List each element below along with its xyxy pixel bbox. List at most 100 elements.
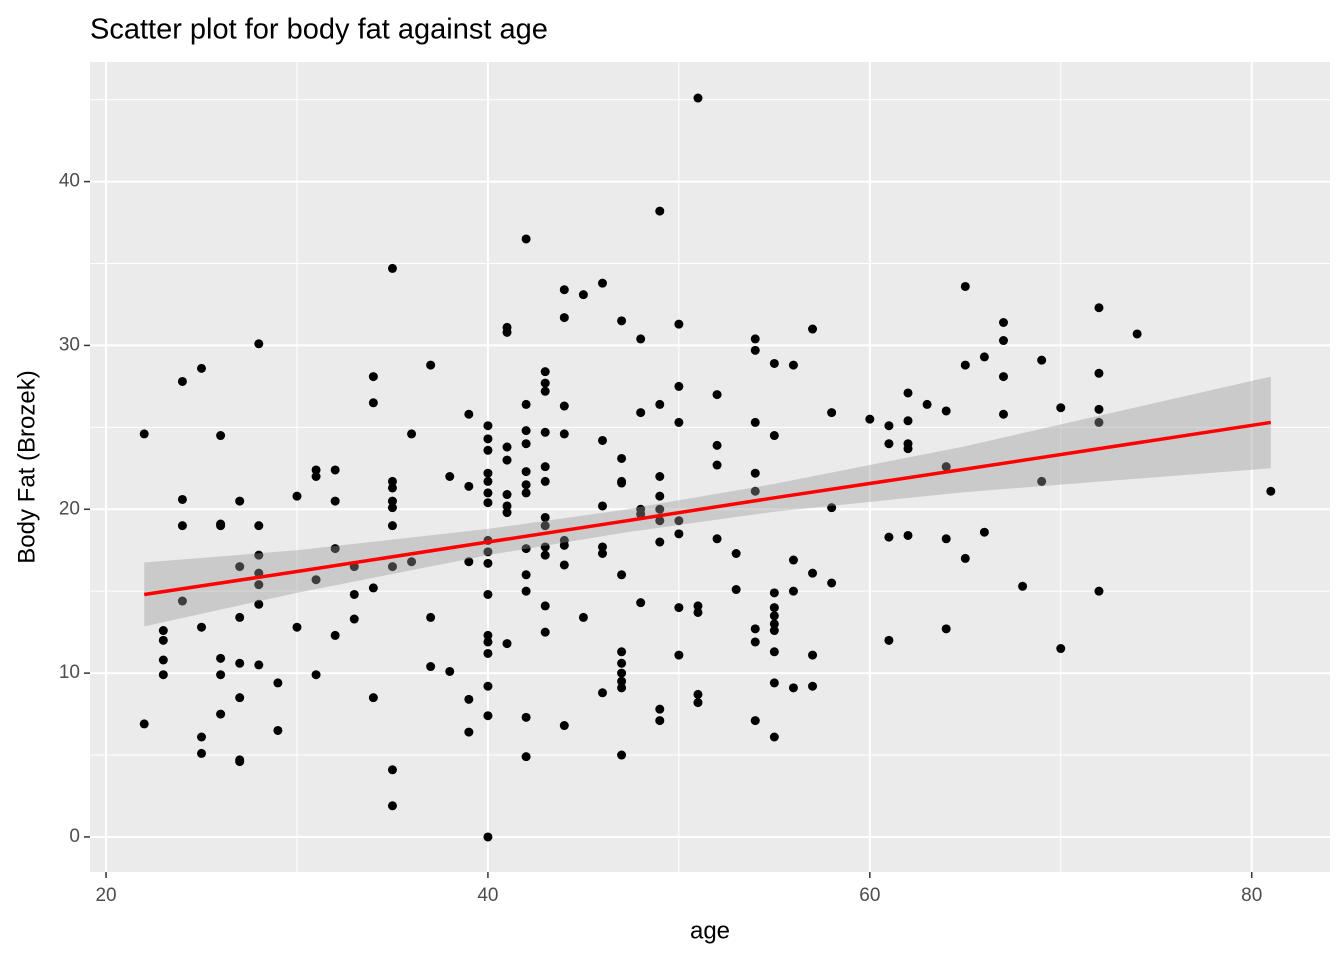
point — [979, 527, 989, 537]
y-tick-label: 30 — [59, 334, 80, 355]
point — [139, 429, 149, 439]
point — [387, 263, 397, 273]
point — [521, 570, 531, 580]
point — [483, 637, 493, 647]
point — [292, 622, 302, 632]
point — [483, 648, 493, 658]
point — [387, 801, 397, 811]
point — [483, 488, 493, 498]
point — [502, 442, 512, 452]
point — [387, 496, 397, 506]
point — [216, 670, 226, 680]
point — [597, 278, 607, 288]
point — [655, 704, 665, 714]
point — [941, 624, 951, 634]
point — [235, 612, 245, 622]
point — [540, 542, 550, 552]
point — [407, 557, 417, 567]
point — [139, 719, 149, 729]
point — [483, 421, 493, 431]
point — [941, 406, 951, 416]
point — [521, 488, 531, 498]
point — [712, 460, 722, 470]
point — [808, 650, 818, 660]
point — [273, 725, 283, 735]
point — [483, 630, 493, 640]
point — [617, 453, 627, 463]
point — [483, 476, 493, 486]
y-tick-label: 0 — [69, 826, 80, 847]
point — [540, 521, 550, 531]
point — [769, 678, 779, 688]
point — [330, 465, 340, 475]
point — [674, 417, 684, 427]
point — [330, 630, 340, 640]
point — [750, 637, 760, 647]
point — [1094, 586, 1104, 596]
point — [922, 399, 932, 409]
point — [674, 381, 684, 391]
point — [254, 599, 264, 609]
point — [559, 721, 569, 731]
point — [884, 635, 894, 645]
point — [235, 658, 245, 668]
point — [540, 367, 550, 377]
point — [540, 550, 550, 560]
point — [483, 445, 493, 455]
point — [769, 732, 779, 742]
point — [197, 732, 207, 742]
point — [407, 429, 417, 439]
point — [292, 491, 302, 501]
point — [1094, 417, 1104, 427]
point — [617, 750, 627, 760]
point — [750, 468, 760, 478]
point — [960, 360, 970, 370]
point — [769, 611, 779, 621]
point — [884, 421, 894, 431]
point — [998, 317, 1008, 327]
point — [483, 498, 493, 508]
point — [808, 324, 818, 334]
point — [1094, 303, 1104, 313]
point — [559, 401, 569, 411]
point — [445, 666, 455, 676]
point — [597, 435, 607, 445]
point — [521, 467, 531, 477]
point — [693, 698, 703, 708]
point — [636, 334, 646, 344]
point — [254, 339, 264, 349]
point — [674, 603, 684, 613]
point — [750, 486, 760, 496]
confidence-band — [144, 376, 1271, 627]
point — [540, 627, 550, 637]
point — [464, 557, 474, 567]
point — [1018, 581, 1028, 591]
point — [521, 399, 531, 409]
point — [483, 468, 493, 478]
point — [1037, 355, 1047, 365]
point — [769, 588, 779, 598]
point — [617, 668, 627, 678]
x-axis-label: age — [690, 917, 730, 944]
point — [750, 345, 760, 355]
point — [808, 568, 818, 578]
point — [636, 598, 646, 608]
point — [387, 562, 397, 572]
point — [712, 440, 722, 450]
point — [1094, 368, 1104, 378]
point — [769, 647, 779, 657]
point — [1056, 644, 1066, 654]
chart-title: Scatter plot for body fat against age — [90, 14, 548, 46]
point — [788, 555, 798, 565]
point — [750, 417, 760, 427]
point — [502, 490, 512, 500]
point — [464, 481, 474, 491]
point — [426, 662, 436, 672]
point — [636, 509, 646, 519]
point — [578, 290, 588, 300]
point — [197, 748, 207, 758]
point — [464, 727, 474, 737]
point — [655, 472, 665, 482]
point — [521, 234, 531, 244]
point — [502, 508, 512, 518]
